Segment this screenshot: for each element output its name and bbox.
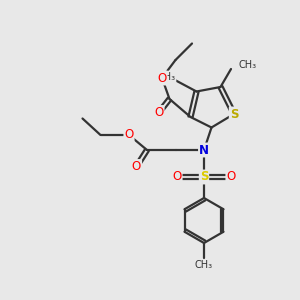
Text: CH₃: CH₃	[195, 260, 213, 271]
Text: S: S	[200, 170, 208, 184]
Text: O: O	[226, 170, 236, 184]
Text: N: N	[199, 143, 209, 157]
Text: O: O	[124, 128, 134, 142]
Text: CH₃: CH₃	[158, 71, 175, 82]
Text: CH₃: CH₃	[238, 59, 256, 70]
Text: O: O	[158, 71, 166, 85]
Text: O: O	[154, 106, 164, 119]
Text: O: O	[172, 170, 182, 184]
Text: S: S	[230, 107, 238, 121]
Text: O: O	[132, 160, 141, 173]
